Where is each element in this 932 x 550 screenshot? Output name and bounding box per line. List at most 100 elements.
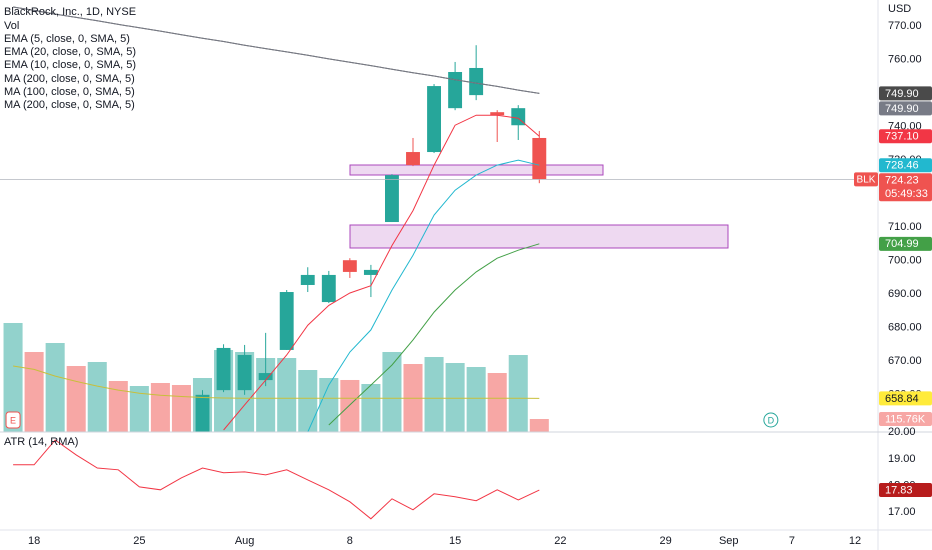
atr-pane xyxy=(13,439,540,520)
price-tag xyxy=(879,483,932,498)
candle-body xyxy=(532,137,547,180)
volume-bar xyxy=(508,354,528,432)
indicator-line xyxy=(223,114,540,431)
y-tick-label: 20.00 xyxy=(888,426,916,438)
volume-bar xyxy=(45,343,65,432)
volume-bar xyxy=(445,363,465,432)
x-tick-label: 29 xyxy=(659,535,671,547)
indicator-line xyxy=(13,365,540,399)
candle-body xyxy=(237,354,252,391)
y-tick-label: 17.00 xyxy=(888,506,916,518)
volume-bar xyxy=(319,377,339,432)
candle-body xyxy=(279,292,294,350)
x-tick-label: Aug xyxy=(235,535,255,547)
y-tick-label: 770.00 xyxy=(888,20,922,32)
price-tag-label: 737.10 xyxy=(885,131,919,143)
y-tick-label: 690.00 xyxy=(888,288,922,300)
legend-entry: ATR (14, RMA) xyxy=(4,436,78,448)
candle-body xyxy=(300,274,315,285)
y-tick-label: 710.00 xyxy=(888,221,922,233)
indicator-line xyxy=(307,159,540,432)
volume-bar xyxy=(87,361,107,432)
x-tick-label: 8 xyxy=(347,535,353,547)
price-tag-label: 724.23 xyxy=(885,175,919,187)
price-tag-label: 115.76K xyxy=(885,413,926,425)
price-tag-label: 749.90 xyxy=(885,88,919,100)
legend-entry: Vol xyxy=(4,20,19,32)
y-tick-label: 700.00 xyxy=(888,254,922,266)
legend: BlackRock, Inc., 1D, NYSE Vol EMA (5, cl… xyxy=(4,3,911,448)
volume-bar xyxy=(466,367,486,432)
price-tag xyxy=(879,86,932,101)
event-label: D xyxy=(768,415,775,425)
volume-bar xyxy=(171,385,191,432)
price-tag xyxy=(879,101,932,116)
legend-entry: EMA (10, close, 0, SMA, 5) xyxy=(4,59,136,71)
volume-bar xyxy=(424,356,444,432)
legend-entry: EMA (20, close, 0, SMA, 5) xyxy=(4,46,136,58)
volume-bar xyxy=(108,380,128,432)
price-tag xyxy=(879,391,932,406)
legend-entry: MA (100, close, 0, SMA, 5) xyxy=(4,86,135,98)
x-tick-label: Sep xyxy=(719,535,739,547)
candle-body xyxy=(448,72,463,109)
candle-body xyxy=(385,175,399,223)
volume-bar xyxy=(129,386,149,432)
volume-bar xyxy=(487,373,507,432)
volume-bar xyxy=(150,383,170,432)
volume-bar xyxy=(3,322,23,432)
y-tick-label: 670.00 xyxy=(888,355,922,367)
candle-body xyxy=(258,373,273,381)
volume-bar xyxy=(24,352,44,432)
zone-box xyxy=(349,164,604,176)
volume-bar xyxy=(340,379,360,432)
volume-bar xyxy=(382,352,402,432)
price-tag xyxy=(879,158,932,173)
zone-box xyxy=(349,224,729,249)
indicator-line xyxy=(13,6,540,94)
volume-bar xyxy=(529,419,549,432)
price-tag xyxy=(879,412,932,427)
legend-entry: MA (200, close, 0, SMA, 5) xyxy=(4,73,135,85)
price-tag-label: 17.83 xyxy=(885,484,913,496)
currency-label: USD xyxy=(888,3,911,15)
legend-entry: EMA (5, close, 0, SMA, 5) xyxy=(4,33,130,45)
y-tick-label: 19.00 xyxy=(888,453,916,465)
x-tick-label: 7 xyxy=(789,535,795,547)
price-tag-label: 704.99 xyxy=(885,238,919,250)
x-tick-label: 18 xyxy=(28,535,40,547)
event-label: E xyxy=(10,415,16,425)
volume-bar xyxy=(277,357,297,432)
candle-body xyxy=(342,260,357,272)
candle-body xyxy=(406,152,420,166)
x-tick-label: 15 xyxy=(449,535,461,547)
candle-body xyxy=(321,274,336,303)
price-tag xyxy=(879,129,932,144)
volume-bar xyxy=(298,370,318,432)
candle-body xyxy=(216,347,231,391)
x-tick-label: 25 xyxy=(133,535,145,547)
volume-bar xyxy=(361,384,381,432)
candle-body xyxy=(363,269,378,275)
indicator-line xyxy=(13,439,540,520)
chart-title: BlackRock, Inc., 1D, NYSE xyxy=(4,6,136,18)
x-tick-label: 22 xyxy=(554,535,566,547)
price-tag xyxy=(879,236,932,251)
y-tick-label: 680.00 xyxy=(888,321,922,333)
x-tick-label: 12 xyxy=(849,535,861,547)
axes: 770.00760.00750.00740.00730.00720.00710.… xyxy=(28,20,922,547)
price-tag-label: 749.90 xyxy=(885,103,919,115)
legend-entry: MA (200, close, 0, SMA, 5) xyxy=(4,99,135,111)
event-icon xyxy=(5,411,21,429)
volume-bar xyxy=(66,366,86,432)
indicator-line xyxy=(328,243,540,426)
countdown-label: 05:49:33 xyxy=(885,188,928,200)
candle-body xyxy=(427,86,441,153)
y-tick-label: 760.00 xyxy=(888,54,922,66)
candle-body xyxy=(469,67,484,96)
symbol-label: BLK xyxy=(857,175,876,186)
